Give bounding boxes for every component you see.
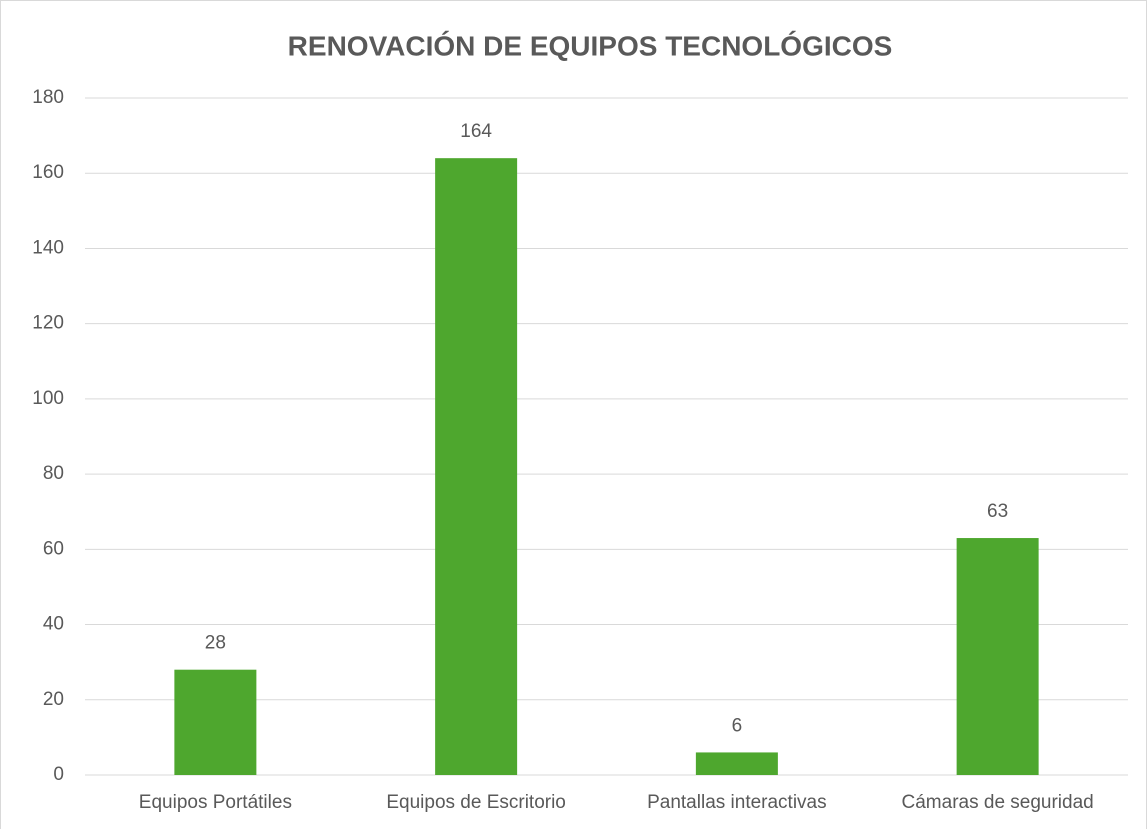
data-label: 164	[460, 121, 492, 142]
data-label: 28	[205, 633, 226, 654]
bar	[174, 669, 257, 775]
y-tick-label: 20	[43, 689, 64, 710]
y-tick-label: 40	[43, 614, 64, 635]
y-tick-label: 140	[32, 237, 64, 258]
x-tick-label: Pantallas interactivas	[647, 792, 827, 813]
x-tick-label: Cámaras de seguridad	[902, 792, 1094, 813]
bar	[956, 538, 1039, 775]
y-tick-label: 160	[32, 162, 64, 183]
data-label: 6	[732, 715, 743, 736]
y-tick-label: 120	[32, 313, 64, 334]
y-tick-label: 100	[32, 388, 64, 409]
y-tick-label: 0	[53, 764, 64, 785]
x-tick-label: Equipos de Escritorio	[386, 792, 566, 813]
bar	[435, 158, 518, 775]
x-tick-label: Equipos Portátiles	[139, 792, 292, 813]
y-tick-label: 80	[43, 463, 64, 484]
y-tick-label: 180	[32, 87, 64, 108]
bar	[695, 752, 778, 775]
data-label: 63	[987, 501, 1008, 522]
chart-title: RENOVACIÓN DE EQUIPOS TECNOLÓGICOS	[288, 30, 893, 61]
y-tick-label: 60	[43, 538, 64, 559]
